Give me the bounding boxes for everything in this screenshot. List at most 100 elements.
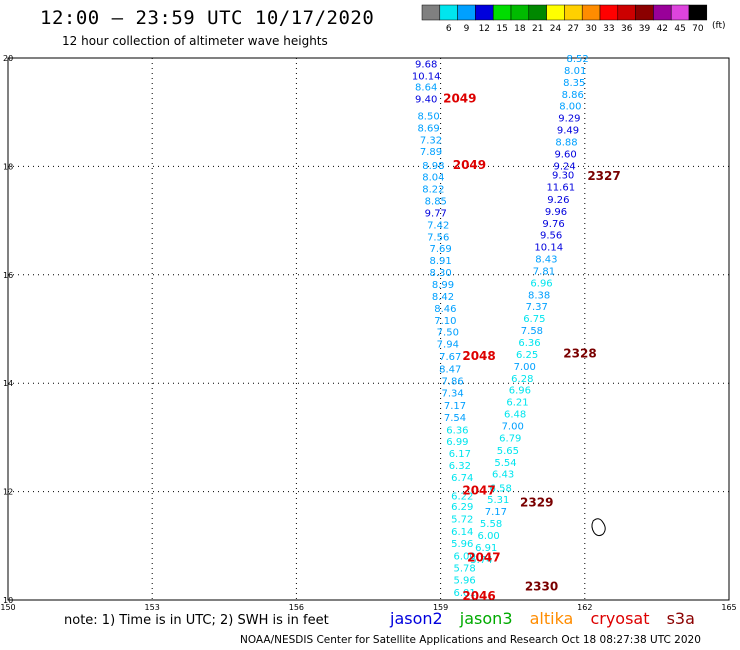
wave-height-label: 8.52 xyxy=(566,54,588,65)
wave-height-label: 5.65 xyxy=(497,446,519,457)
wave-height-label: 6.48 xyxy=(504,410,526,421)
y-tick-label: 12 xyxy=(3,488,13,497)
wave-height-label: 5.96 xyxy=(451,539,473,550)
colorbar-tick-label: 12 xyxy=(479,24,490,34)
wave-height-label: 6.79 xyxy=(499,433,521,444)
wave-height-label: 5.74 xyxy=(470,555,492,566)
legend-cryosat: cryosat xyxy=(590,609,650,628)
legend-jason3: jason3 xyxy=(459,609,513,628)
wave-height-label: 9.77 xyxy=(425,208,447,219)
pass-number-label: 2047 xyxy=(467,551,500,565)
wave-height-label: 7.00 xyxy=(514,362,536,373)
wave-height-label: 8.99 xyxy=(432,280,454,291)
wave-height-label: 9.60 xyxy=(554,149,576,160)
colorbar-tick-label: 42 xyxy=(657,24,668,34)
wave-height-label: 7.17 xyxy=(444,401,466,412)
wave-height-label: 8.01 xyxy=(564,66,586,77)
chart-title: 12:00 – 23:59 UTC 10/17/2020 xyxy=(40,7,375,29)
wave-height-label: 6.22 xyxy=(451,491,473,502)
chart-subtitle: 12 hour collection of altimeter wave hei… xyxy=(62,34,328,48)
colorbar-tick-label: 27 xyxy=(568,24,579,34)
pass-number-label: 2330 xyxy=(525,579,558,593)
colorbar-tick-label: 30 xyxy=(585,24,597,34)
wave-height-label: 7.50 xyxy=(437,328,459,339)
wave-height-label: 5.58 xyxy=(480,519,502,530)
wave-height-label: 8.00 xyxy=(559,102,581,113)
wave-height-label: 8.85 xyxy=(425,197,447,208)
y-tick-label: 14 xyxy=(3,379,13,388)
colorbar-tick-label: 33 xyxy=(603,24,614,34)
wave-height-label: 9.30 xyxy=(552,171,574,182)
pass-number-label: 2049 xyxy=(443,92,476,106)
wave-height-label: 8.86 xyxy=(562,90,584,101)
colorbar-swatch xyxy=(564,4,583,21)
wave-height-label: 6.58 xyxy=(490,483,512,494)
wave-height-label: 8.22 xyxy=(422,185,444,196)
colorbar-swatch xyxy=(528,4,547,21)
x-tick-label: 162 xyxy=(577,603,592,612)
colorbar-tick-label: 39 xyxy=(639,24,651,34)
x-tick-label: 159 xyxy=(433,603,448,612)
colorbar-swatch xyxy=(475,4,494,21)
wave-height-label: 9.26 xyxy=(547,195,569,206)
x-tick-label: 153 xyxy=(145,603,160,612)
colorbar-tick-label: 9 xyxy=(464,24,470,34)
wave-height-label: 6.91 xyxy=(475,543,497,554)
y-tick-label: 16 xyxy=(3,271,13,280)
wave-height-label: 6.74 xyxy=(451,473,473,484)
colorbar-units: (ft) xyxy=(712,21,726,31)
wave-height-label: 6.14 xyxy=(451,527,473,538)
wave-height-label: 8.91 xyxy=(429,256,451,267)
y-tick-label: 20 xyxy=(3,54,13,63)
wave-height-label: 6.17 xyxy=(449,449,471,460)
wave-height-label: 7.69 xyxy=(429,244,451,255)
colorbar-swatch xyxy=(510,4,530,21)
wave-height-label: 7.67 xyxy=(439,352,461,363)
colorbar-swatch xyxy=(670,4,690,21)
wave-height-label: 7.81 xyxy=(533,266,555,277)
wave-height-label: 7.94 xyxy=(437,340,459,351)
pass-number-label: 2047 xyxy=(462,484,495,498)
wave-height-label: 6.96 xyxy=(509,386,531,397)
x-tick-label: 150 xyxy=(0,603,15,612)
wave-height-label: 5.72 xyxy=(451,515,473,526)
colorbar-swatch xyxy=(635,4,654,21)
wave-height-label: 8.88 xyxy=(555,137,577,148)
colorbar-swatch xyxy=(617,4,636,21)
wave-height-label: 7.00 xyxy=(502,421,524,432)
colorbar-tick-label: 36 xyxy=(621,24,633,34)
colorbar-swatch xyxy=(581,4,601,21)
wave-height-label: 5.31 xyxy=(487,495,509,506)
colorbar-tick-label: 21 xyxy=(532,24,543,34)
colorbar-tick-label: 70 xyxy=(692,24,704,34)
colorbar-tick-label: 45 xyxy=(674,24,685,34)
wave-height-label: 6.99 xyxy=(446,437,468,448)
pass-number-label: 2329 xyxy=(520,495,553,509)
wave-height-label: 7.32 xyxy=(420,135,442,146)
wave-height-label: 7.54 xyxy=(444,413,466,424)
colorbar-swatch xyxy=(546,4,565,21)
wave-height-label: 7.17 xyxy=(485,507,507,518)
footer-note: note: 1) Time is in UTC; 2) SWH is in fe… xyxy=(64,613,329,628)
colorbar-tick-label: 6 xyxy=(446,24,452,34)
y-tick-label: 18 xyxy=(3,162,13,171)
colorbar-swatch xyxy=(492,4,512,21)
wave-height-label: 6.00 xyxy=(454,552,476,563)
wave-height-label: 9.49 xyxy=(557,126,579,137)
wave-height-label: 8.30 xyxy=(429,268,451,279)
pass-number-label: 2048 xyxy=(462,349,495,363)
y-tick-label: 10 xyxy=(3,596,13,605)
wave-height-label: 11.61 xyxy=(546,182,575,193)
wave-height-label: 8.64 xyxy=(415,83,437,94)
wave-height-label: 8.38 xyxy=(528,290,550,301)
island-outline xyxy=(591,518,606,537)
wave-height-label: 7.10 xyxy=(434,316,456,327)
satellite-legend: jason2 jason3 altika cryosat s3a xyxy=(390,609,707,628)
x-tick-label: 165 xyxy=(721,603,736,612)
wave-height-label: 6.28 xyxy=(511,374,533,385)
wave-height-label: 10.14 xyxy=(534,243,563,254)
wave-height-label: 5.96 xyxy=(454,575,476,586)
wave-height-label: 8.46 xyxy=(434,304,456,315)
colorbar-swatch xyxy=(439,4,458,21)
